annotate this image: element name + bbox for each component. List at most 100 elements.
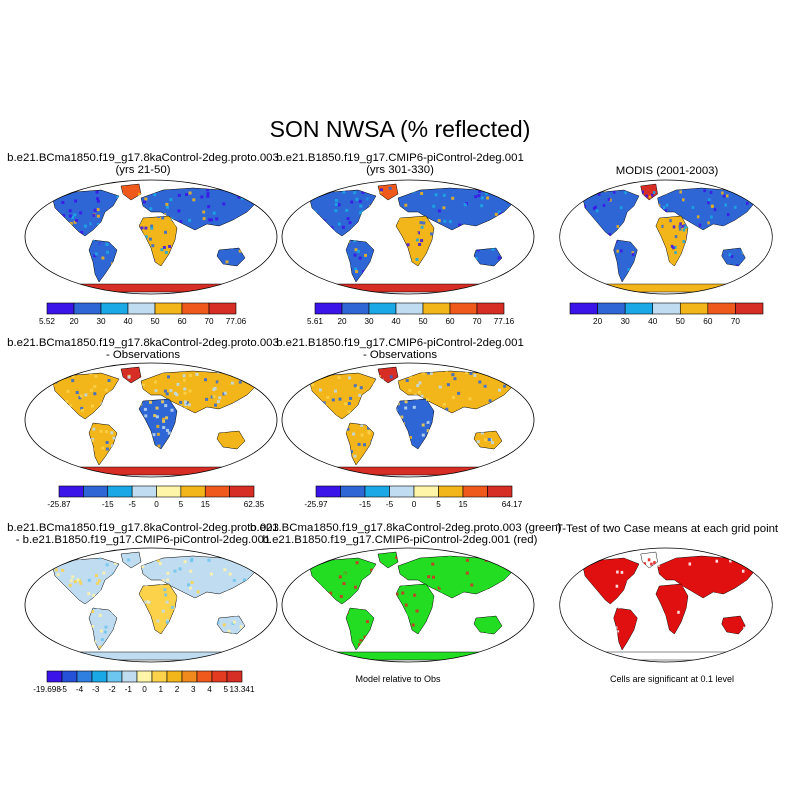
- colorbar-tick-label: 5.61: [307, 317, 323, 326]
- continent-greenland: [120, 366, 142, 384]
- colorbar-tick-label: 20: [337, 317, 347, 326]
- map-land-group: [583, 183, 755, 293]
- colorbar-tick-label: 5.52: [39, 317, 55, 326]
- colorbar-swatch: [476, 302, 505, 315]
- continent-antarctica: [319, 466, 497, 476]
- map-land-group: [52, 366, 256, 476]
- continent-greenland: [377, 183, 399, 201]
- colorbar-tick-label: 5: [223, 685, 228, 694]
- colorbar-tick-label: 15: [201, 500, 211, 509]
- continent-southAmerica: [88, 239, 118, 283]
- colorbar-tick-label: -3: [92, 685, 100, 694]
- continent-antarctica: [62, 466, 240, 476]
- colorbar-swatch: [229, 485, 255, 498]
- continent-antarctica: [62, 283, 240, 293]
- colorbar-swatch: [315, 485, 341, 498]
- colorbar-1: 5.52 20 30 40 50 60 70 77.06: [39, 302, 247, 326]
- panel-4-title: b.e21.BCma1850.f19_g17.8kaControl-2deg.p…: [0, 337, 293, 361]
- colorbar-swatch: [46, 670, 63, 683]
- continent-antarctica: [591, 651, 741, 661]
- colorbar-swatch: [211, 670, 228, 683]
- continent-africa: [138, 215, 178, 267]
- continent-northAmerica: [52, 557, 120, 605]
- continent-southAmerica: [88, 607, 118, 651]
- colorbar-4: -25.87 -15 -5 0 5 15 62.35: [47, 485, 265, 509]
- colorbar-swatch: [131, 485, 157, 498]
- continent-southAmerica: [613, 239, 638, 283]
- colorbar-swatch: [121, 670, 138, 683]
- colorbar-tick-label: 15: [458, 500, 468, 509]
- map-panel-5: [281, 362, 535, 478]
- colorbar-swatch: [46, 302, 75, 315]
- colorbar-swatch: [340, 485, 366, 498]
- colorbar-swatch: [707, 302, 736, 315]
- map-land-group: [583, 551, 755, 661]
- colorbar-tick-label: 0: [412, 500, 417, 509]
- colorbar-tick-label: -15: [102, 500, 114, 509]
- colorbar-5: -25.97 -15 -5 0 5 15 64.17: [304, 485, 523, 509]
- colorbar-7: -19.698-5 -4 -3 -2 -1 0 1 2 3 4 5 13.341: [33, 670, 255, 694]
- colorbar-tick-label: 5: [179, 500, 184, 509]
- colorbar-swatch: [624, 302, 654, 315]
- colorbar-swatch: [156, 485, 182, 498]
- colorbar-swatch: [180, 485, 206, 498]
- panel-3-title: MODIS (2001-2003): [517, 165, 800, 177]
- colorbar-tick-label: 77.06: [226, 317, 247, 326]
- map-land-group: [309, 183, 513, 293]
- colorbar-tick-label: 20: [69, 317, 79, 326]
- colorbar-tick-label: 70: [472, 317, 482, 326]
- panel-8-title: b.e21.BCma1850.f19_g17.8kaControl-2deg.p…: [250, 522, 562, 546]
- colorbar-swatch: [196, 670, 213, 683]
- colorbar-tick-label: -25.87: [47, 500, 71, 509]
- continent-antarctica: [319, 283, 497, 293]
- colorbar-tick-label: 13.341: [229, 685, 254, 694]
- panel-1-title-line2: (yrs 21-50): [115, 164, 171, 176]
- colorbar-swatch: [58, 485, 84, 498]
- continent-greenland: [377, 366, 399, 384]
- continent-antarctica: [591, 283, 741, 293]
- map-border: [559, 547, 773, 663]
- colorbar-swatch: [166, 670, 183, 683]
- continent-africa: [395, 583, 435, 635]
- colorbar-tick-label: 50: [150, 317, 160, 326]
- colorbar-tick-label: -15: [359, 500, 371, 509]
- panel-2-title-line2: (yrs 301-330): [366, 164, 434, 176]
- colorbar-swatch: [91, 670, 108, 683]
- colorbar-swatch: [106, 670, 123, 683]
- panel-1-title-line1: b.e21.BCma1850.f19_g17.8kaControl-2deg.p…: [7, 152, 279, 164]
- continent-greenland: [120, 183, 142, 201]
- continent-greenland: [120, 551, 142, 569]
- continent-northAmerica: [309, 557, 377, 605]
- colorbar-swatch: [154, 302, 183, 315]
- panel-7-title-line1: b.e21.BCma1850.f19_g17.8kaControl-2deg.p…: [7, 522, 279, 534]
- map-panel-9: [559, 547, 773, 663]
- panel-4-title-line1: b.e21.BCma1850.f19_g17.8kaControl-2deg.p…: [7, 337, 279, 349]
- panel-3-title-line1: MODIS (2001-2003): [615, 165, 719, 177]
- continent-northAmerica: [583, 189, 640, 237]
- colorbar-tick-label: 3: [191, 685, 196, 694]
- colorbar-swatch: [61, 670, 78, 683]
- colorbar-swatch: [136, 670, 153, 683]
- colorbar-tick-label: 0: [154, 500, 159, 509]
- colorbar-swatch: [73, 302, 102, 315]
- colorbar-swatch: [127, 302, 156, 315]
- panel-2-title-line1: b.e21.B1850.f19_g17.CMIP6-piControl-2deg…: [276, 152, 524, 164]
- map-border: [281, 547, 535, 663]
- panel-5-title: b.e21.B1850.f19_g17.CMIP6-piControl-2deg…: [250, 337, 550, 361]
- continent-australia: [721, 615, 746, 635]
- colorbar-swatch: [151, 670, 168, 683]
- colorbar-swatch: [364, 485, 390, 498]
- colorbar-swatch: [314, 302, 343, 315]
- continent-australia: [721, 247, 746, 267]
- continent-africa: [395, 215, 435, 267]
- colorbar-swatch: [76, 670, 93, 683]
- colorbar-tick-label: -25.97: [304, 500, 328, 509]
- continent-antarctica: [319, 651, 497, 661]
- colorbar-tick-label: 30: [364, 317, 374, 326]
- panel-1-title: b.e21.BCma1850.f19_g17.8kaControl-2deg.p…: [0, 152, 293, 176]
- continent-greenland: [377, 551, 399, 569]
- map-land-group: [52, 551, 256, 661]
- map-border: [281, 362, 535, 478]
- colorbar-swatch: [226, 670, 243, 683]
- colorbar-swatch: [389, 485, 415, 498]
